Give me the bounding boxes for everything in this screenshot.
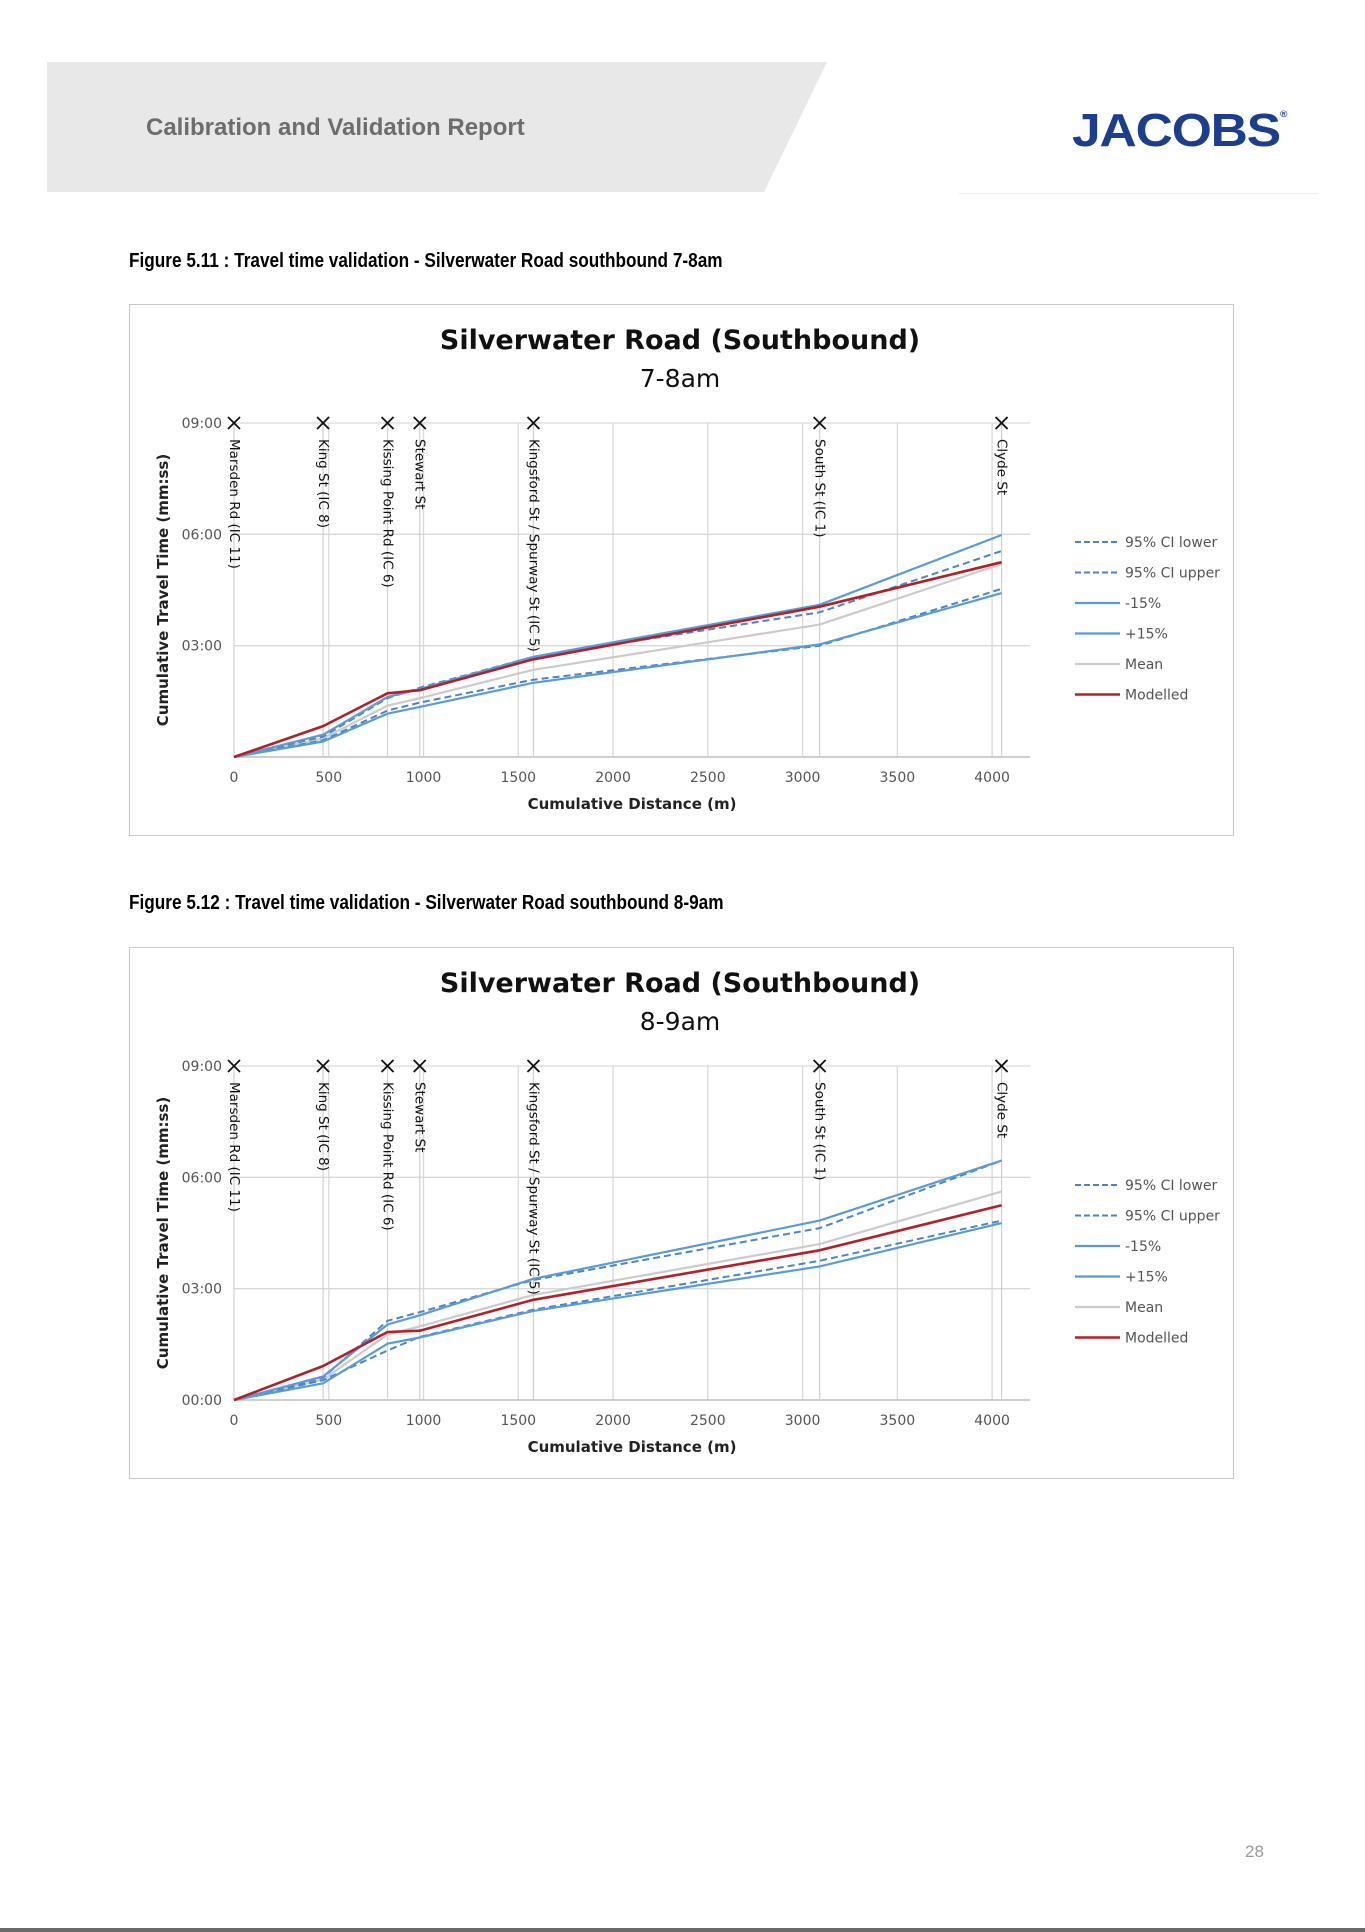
chart-title: Silverwater Road (Southbound) — [440, 325, 920, 356]
legend-label: Modelled — [1125, 688, 1188, 704]
legend-label: Modelled — [1125, 1331, 1188, 1347]
intersection-label: Kingsford St / Spurway St (IC 5) — [525, 439, 541, 652]
intersection-label: Marsden Rd (IC 11) — [226, 439, 242, 569]
intersection-label: Marsden Rd (IC 11) — [226, 1082, 242, 1212]
series-line-15 — [233, 592, 1002, 759]
intersection-label: Stewart St — [412, 1082, 428, 1152]
intersection-marker-icon — [994, 1059, 1009, 1073]
legend-label: 95% CI lower — [1125, 535, 1217, 551]
x-tick-label: 3000 — [785, 1413, 821, 1429]
intersection-label: South St (IC 1) — [812, 1082, 828, 1181]
intersection-label: Clyde St — [994, 439, 1010, 495]
x-tick-label: 2500 — [690, 1413, 726, 1429]
intersection-label: Stewart St — [412, 439, 428, 509]
x-tick-label: 1500 — [500, 1413, 536, 1429]
legend-label: Mean — [1125, 1300, 1163, 1316]
series-line-95-ci-upper — [233, 1159, 1002, 1401]
intersection-marker-icon — [227, 1059, 241, 1073]
y-tick-label: 06:00 — [182, 1170, 222, 1186]
page-number: 28 — [1245, 1842, 1264, 1861]
intersection-label: Kissing Point Rd (IC 6) — [380, 439, 396, 588]
x-tick-label: 2500 — [690, 770, 726, 786]
intersection-label: Kingsford St / Spurway St (IC 5) — [525, 1082, 541, 1295]
intersection-label: Clyde St — [994, 1082, 1010, 1138]
series-line-95-ci-lower — [233, 1219, 1002, 1401]
intersection-marker-icon — [526, 416, 541, 430]
legend-label: Mean — [1125, 657, 1163, 673]
series-line-15 — [233, 1159, 1002, 1402]
y-tick-label: 09:00 — [182, 416, 222, 432]
x-tick-label: 1000 — [406, 770, 442, 786]
legend-label: 95% CI upper — [1125, 566, 1220, 582]
x-tick-label: 4000 — [974, 770, 1010, 786]
series-line-modelled — [233, 560, 1002, 759]
x-tick-label: 3500 — [880, 1413, 916, 1429]
x-tick-label: 0 — [230, 1413, 239, 1429]
chart-svg: Silverwater Road (Southbound) 7-8am Marsde… — [154, 325, 1220, 813]
series-line-15 — [233, 1222, 1002, 1402]
y-axis-label: Cumulative Travel Time (mm:ss) — [154, 454, 172, 726]
y-tick-label: 03:00 — [182, 1282, 222, 1298]
legend-label: 95% CI upper — [1125, 1209, 1220, 1225]
bottom-bar — [0, 1928, 1365, 1932]
y-tick-label: 03:00 — [182, 639, 222, 655]
figure-5-11-chart: Silverwater Road (Southbound) 7-8am Marsde… — [129, 304, 1234, 836]
x-tick-label: 500 — [315, 770, 342, 786]
legend-label: +15% — [1125, 1270, 1168, 1286]
intersection-label: King St (IC 8) — [315, 1082, 331, 1171]
figure-5-12-caption: Figure 5.12 : Travel time validation - S… — [129, 892, 724, 914]
series-line-modelled — [233, 1203, 1002, 1402]
intersection-marker-icon — [316, 1059, 330, 1073]
y-tick-label: 09:00 — [182, 1059, 222, 1075]
x-tick-label: 1500 — [500, 770, 536, 786]
intersection-label: South St (IC 1) — [812, 439, 828, 538]
intersection-marker-icon — [380, 416, 395, 430]
jacobs-logo: JACOBS® — [1072, 104, 1287, 156]
x-axis-label: Cumulative Distance (m) — [528, 795, 737, 813]
legend-label: +15% — [1125, 627, 1168, 643]
intersection-marker-icon — [526, 1059, 541, 1073]
y-axis-label: Cumulative Travel Time (mm:ss) — [154, 1097, 172, 1369]
intersection-label: King St (IC 8) — [315, 439, 331, 528]
intersection-marker-icon — [413, 416, 427, 430]
legend-label: -15% — [1125, 1239, 1161, 1255]
series-line-95-ci-lower — [233, 587, 1002, 758]
report-title: Calibration and Validation Report — [146, 114, 525, 141]
header-rule — [958, 193, 1318, 194]
x-tick-label: 3000 — [785, 770, 821, 786]
intersection-label: Kissing Point Rd (IC 6) — [380, 1082, 396, 1231]
header-band-shape — [47, 62, 827, 192]
intersection-marker-icon — [812, 416, 827, 430]
chart-subtitle: 8-9am — [640, 1007, 721, 1036]
intersection-marker-icon — [413, 1059, 427, 1073]
x-tick-label: 3500 — [880, 770, 916, 786]
intersection-marker-icon — [380, 1059, 395, 1073]
series-line-95-ci-upper — [233, 550, 1002, 758]
x-tick-label: 500 — [315, 1413, 342, 1429]
chart-title: Silverwater Road (Southbound) — [440, 968, 920, 999]
chart-svg: Silverwater Road (Southbound) 8-9am Marsde… — [154, 968, 1220, 1456]
intersection-marker-icon — [316, 416, 330, 430]
y-tick-label: 00:00 — [182, 1393, 222, 1409]
x-axis-label: Cumulative Distance (m) — [528, 1438, 737, 1456]
legend-label: 95% CI lower — [1125, 1178, 1217, 1194]
intersection-marker-icon — [227, 416, 241, 430]
x-tick-label: 1000 — [406, 1413, 442, 1429]
header-band — [47, 62, 827, 192]
intersection-marker-icon — [994, 416, 1009, 430]
x-tick-label: 2000 — [595, 1413, 631, 1429]
legend-label: -15% — [1125, 596, 1161, 612]
figure-5-11-caption: Figure 5.11 : Travel time validation - S… — [129, 250, 723, 272]
intersection-marker-icon — [812, 1059, 827, 1073]
y-tick-label: 06:00 — [182, 527, 222, 543]
x-tick-label: 0 — [230, 770, 239, 786]
series-line-mean — [233, 562, 1002, 759]
x-tick-label: 2000 — [595, 770, 631, 786]
chart-subtitle: 7-8am — [640, 364, 721, 393]
figure-5-12-chart: Silverwater Road (Southbound) 8-9am Marsde… — [129, 947, 1234, 1479]
x-tick-label: 4000 — [974, 1413, 1010, 1429]
